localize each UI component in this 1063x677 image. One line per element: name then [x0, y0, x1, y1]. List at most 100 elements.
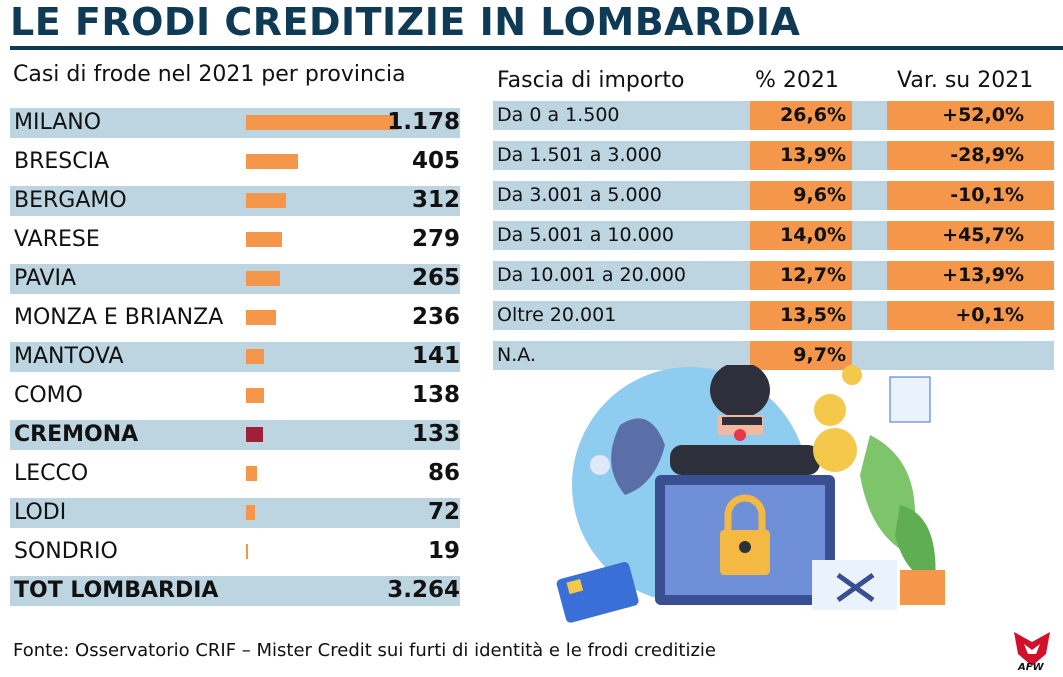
province-name: CREMONA — [14, 422, 139, 447]
province-bar — [246, 115, 398, 130]
province-bar — [246, 349, 265, 364]
province-value: 279 — [411, 226, 460, 252]
province-bar — [246, 232, 282, 247]
svg-text:AFW: AFW — [1017, 662, 1045, 673]
province-name: BRESCIA — [14, 149, 110, 174]
column-header-var: Var. su 2021 — [897, 68, 1034, 93]
publisher-logo: AFW — [1014, 632, 1050, 673]
fascia-label: Da 0 a 1.500 — [497, 104, 620, 126]
credit-card-icon — [556, 562, 639, 623]
province-bar — [246, 193, 287, 208]
var-value: -28,9% — [950, 144, 1024, 166]
plant-pot — [900, 570, 945, 605]
column-header-pct: % 2021 — [755, 68, 839, 93]
mask-icon — [722, 417, 762, 425]
page-title: LE FRODI CREDITIZIE IN LOMBARDIA — [10, 0, 801, 44]
thief-body — [670, 445, 820, 475]
pct-value: 9,6% — [793, 184, 846, 206]
document-icon — [889, 376, 931, 423]
table-row: Da 5.001 a 10.000 14,0% +45,7% — [493, 221, 1054, 250]
source-footer: Fonte: Osservatorio CRIF – Mister Credit… — [13, 640, 716, 661]
province-name: MILANO — [14, 110, 102, 135]
chart-subtitle: Casi di frode nel 2021 per provincia — [13, 62, 406, 87]
province-row: SONDRIO 19 — [10, 537, 460, 567]
province-row: MILANO 1.178 — [10, 108, 460, 138]
pct-value: 12,7% — [780, 264, 846, 286]
province-value: 86 — [427, 460, 460, 486]
var-cell: -10,1% — [887, 181, 1054, 210]
pct-value: 13,5% — [780, 304, 846, 326]
column-header-fascia: Fascia di importo — [497, 68, 685, 93]
title-rule — [10, 46, 1063, 50]
fascia-label: Oltre 20.001 — [497, 304, 617, 326]
province-bar — [246, 466, 258, 481]
var-value: +52,0% — [942, 104, 1024, 126]
var-cell: +0,1% — [887, 301, 1054, 330]
var-cell: +52,0% — [887, 101, 1054, 130]
thief-head-icon — [710, 365, 770, 418]
province-row: MANTOVA 141 — [10, 342, 460, 372]
var-value: +13,9% — [942, 264, 1024, 286]
pct-cell: 9,7% — [750, 341, 852, 370]
province-value: 19 — [427, 538, 460, 564]
var-cell: -28,9% — [887, 141, 1054, 170]
pct-cell: 13,5% — [750, 301, 852, 330]
province-name: LODI — [14, 500, 67, 525]
var-value: +0,1% — [955, 304, 1024, 326]
province-value: 1.178 — [387, 109, 460, 135]
province-bar — [246, 154, 299, 169]
total-row: TOT LOMBARDIA 3.264 — [10, 576, 460, 606]
fascia-label: N.A. — [497, 344, 536, 366]
province-value: 138 — [411, 382, 460, 408]
table-row: Oltre 20.001 13,5% +0,1% — [493, 301, 1054, 330]
table-row: N.A. 9,7% — [493, 341, 1054, 370]
province-row: COMO 138 — [10, 381, 460, 411]
total-label: TOT LOMBARDIA — [14, 578, 219, 603]
province-name: MANTOVA — [14, 344, 124, 369]
province-name: SONDRIO — [14, 539, 118, 564]
province-name: BERGAMO — [14, 188, 127, 213]
pct-value: 9,7% — [793, 344, 846, 366]
province-row: MONZA E BRIANZA 236 — [10, 303, 460, 333]
fascia-label: Da 3.001 a 5.000 — [497, 184, 662, 206]
province-bar — [246, 505, 256, 520]
province-name: MONZA E BRIANZA — [14, 305, 224, 330]
province-row: CREMONA 133 — [10, 420, 460, 450]
fascia-label: Da 5.001 a 10.000 — [497, 224, 674, 246]
coin-icon — [842, 365, 862, 385]
province-row: LODI 72 — [10, 498, 460, 528]
table-row: Da 3.001 a 5.000 9,6% -10,1% — [493, 181, 1054, 210]
table-row: Da 0 a 1.500 26,6% +52,0% — [493, 101, 1054, 130]
total-value: 3.264 — [387, 577, 460, 603]
var-cell: +13,9% — [887, 261, 1054, 290]
var-value: +45,7% — [942, 224, 1024, 246]
province-name: PAVIA — [14, 266, 77, 291]
province-value: 141 — [411, 343, 460, 369]
province-row: BERGAMO 312 — [10, 186, 460, 216]
fascia-label: Da 10.001 a 20.000 — [497, 264, 686, 286]
pct-cell: 13,9% — [750, 141, 852, 170]
province-value: 312 — [411, 187, 460, 213]
var-cell: +45,7% — [887, 221, 1054, 250]
thief-laptop-illustration — [556, 365, 945, 623]
pct-cell: 9,6% — [750, 181, 852, 210]
province-bar — [246, 310, 277, 325]
skull-icon — [590, 455, 610, 475]
leaf-shape — [611, 418, 665, 495]
pct-cell: 12,7% — [750, 261, 852, 290]
coin-icon — [814, 394, 846, 426]
province-row: PAVIA 265 — [10, 264, 460, 294]
province-value: 405 — [411, 148, 460, 174]
province-row: BRESCIA 405 — [10, 147, 460, 177]
table-row: Da 1.501 a 3.000 13,9% -28,9% — [493, 141, 1054, 170]
pct-cell: 26,6% — [750, 101, 852, 130]
pct-value: 14,0% — [780, 224, 846, 246]
province-value: 265 — [411, 265, 460, 291]
province-value: 133 — [411, 421, 460, 447]
province-bar — [246, 544, 249, 559]
province-bar — [246, 427, 264, 442]
pct-value: 13,9% — [780, 144, 846, 166]
var-value: -10,1% — [950, 184, 1024, 206]
province-value: 72 — [427, 499, 460, 525]
table-row: Da 10.001 a 20.000 12,7% +13,9% — [493, 261, 1054, 290]
